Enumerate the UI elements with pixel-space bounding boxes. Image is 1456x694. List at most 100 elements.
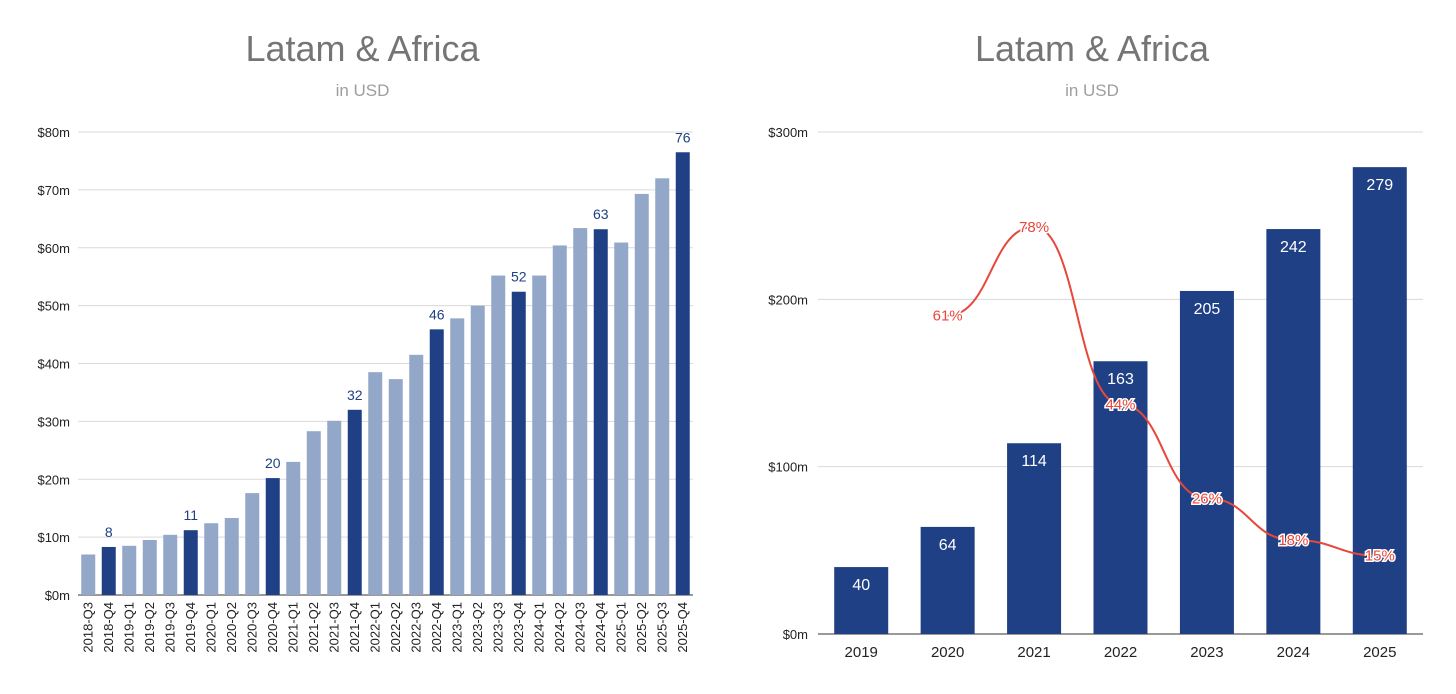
x-tick-label: 2023 xyxy=(1190,644,1223,661)
growth-label: 15% xyxy=(1365,548,1395,565)
data-label: 40 xyxy=(852,577,870,594)
x-tick-label: 2020 xyxy=(931,644,964,661)
x-tick-label: 2019-Q4 xyxy=(183,602,198,653)
x-tick-label: 2023-Q1 xyxy=(449,602,464,653)
y-tick-label: $10m xyxy=(37,530,70,545)
left-quarterly-bar-chart: $0m $10m $20m $30m $40m $50m $60m $70m $80m 2018-… xyxy=(37,125,693,653)
data-label: 11 xyxy=(183,507,198,523)
data-label: 205 xyxy=(1194,301,1221,318)
right-chart-subtitle: in USD xyxy=(1065,81,1119,100)
right-annual-bar-line-chart: $0m $100m $200m $300m 40 2019 64 2020 114 2021 163… xyxy=(768,125,1423,661)
x-tick-label: 2021-Q3 xyxy=(326,602,341,653)
bar xyxy=(142,540,157,595)
bar xyxy=(573,228,588,595)
data-label: 163 xyxy=(1107,371,1134,388)
data-label: 46 xyxy=(429,306,445,322)
bar xyxy=(347,409,362,595)
x-tick-label: 2019-Q2 xyxy=(142,602,157,653)
x-tick-label: 2024-Q3 xyxy=(572,602,587,653)
x-tick-label: 2025-Q4 xyxy=(675,602,690,653)
x-tick-label: 2019-Q3 xyxy=(162,602,177,653)
x-tick-label: 2021-Q2 xyxy=(306,602,321,653)
x-tick-label: 2019 xyxy=(845,644,878,661)
bar xyxy=(511,291,526,595)
x-tick-label: 2022-Q4 xyxy=(429,602,444,653)
bar xyxy=(368,372,383,595)
x-tick-label: 2023-Q2 xyxy=(470,602,485,653)
bar xyxy=(1007,443,1062,634)
x-tick-label: 2021-Q4 xyxy=(347,602,362,653)
bar xyxy=(1266,229,1321,634)
x-tick-label: 2025 xyxy=(1363,644,1396,661)
data-label: 63 xyxy=(593,206,609,222)
y-tick-label: $80m xyxy=(37,125,70,140)
growth-line xyxy=(947,225,1380,557)
x-tick-label: 2018-Q3 xyxy=(80,602,95,653)
bar xyxy=(834,567,889,634)
data-label: 76 xyxy=(675,129,691,145)
x-tick-label: 2024-Q4 xyxy=(593,602,608,653)
x-tick-label: 2020-Q2 xyxy=(224,602,239,653)
y-tick-label: $0m xyxy=(45,588,70,603)
data-label: 20 xyxy=(265,455,281,471)
y-tick-label: $100m xyxy=(768,460,808,475)
y-tick-label: $20m xyxy=(37,472,70,487)
bar xyxy=(388,379,403,595)
bar xyxy=(634,193,649,595)
x-tick-label: 2020-Q1 xyxy=(203,602,218,653)
x-tick-label: 2023-Q3 xyxy=(490,602,505,653)
x-tick-label: 2022-Q3 xyxy=(408,602,423,653)
bar xyxy=(655,178,670,596)
data-label: 242 xyxy=(1280,239,1307,256)
x-tick-label: 2021-Q1 xyxy=(285,602,300,653)
bar xyxy=(265,478,280,595)
y-tick-label: $0m xyxy=(783,627,808,642)
bar xyxy=(409,354,424,595)
x-tick-label: 2023-Q4 xyxy=(511,602,526,653)
x-tick-label: 2018-Q4 xyxy=(101,602,116,653)
growth-label: 18% xyxy=(1278,532,1308,549)
data-label: 8 xyxy=(105,524,113,540)
data-label: 52 xyxy=(511,269,527,285)
y-tick-label: $30m xyxy=(37,414,70,429)
bar xyxy=(920,526,975,634)
bar xyxy=(1179,290,1234,634)
bar xyxy=(306,431,321,595)
right-chart-title: Latam & Africa xyxy=(974,28,1210,69)
x-tick-label: 2021 xyxy=(1017,644,1050,661)
y-tick-label: $60m xyxy=(37,241,70,256)
x-tick-label: 2019-Q1 xyxy=(121,602,136,653)
bar xyxy=(245,493,260,595)
x-tick-label: 2025-Q1 xyxy=(613,602,628,653)
bar xyxy=(183,530,198,595)
bar xyxy=(204,523,219,595)
bar xyxy=(675,152,690,595)
growth-label: 26% xyxy=(1192,490,1222,507)
y-tick-label: $70m xyxy=(37,183,70,198)
data-label: 32 xyxy=(347,387,363,403)
bar xyxy=(491,275,506,595)
bar xyxy=(163,534,178,595)
bar xyxy=(614,242,629,595)
bar xyxy=(327,420,342,595)
x-tick-label: 2022-Q2 xyxy=(388,602,403,653)
bar xyxy=(122,545,137,595)
growth-label: 61% xyxy=(933,308,963,325)
x-tick-label: 2025-Q3 xyxy=(654,602,669,653)
bar xyxy=(101,546,116,595)
x-tick-label: 2022 xyxy=(1104,644,1137,661)
x-tick-label: 2024-Q2 xyxy=(552,602,567,653)
bar xyxy=(81,554,96,595)
growth-label: 78% xyxy=(1019,219,1049,236)
bar xyxy=(593,229,608,596)
data-label: 279 xyxy=(1366,177,1393,194)
x-tick-label: 2020-Q4 xyxy=(265,602,280,653)
left-chart-subtitle: in USD xyxy=(335,81,390,100)
x-tick-label: 2022-Q1 xyxy=(367,602,382,653)
data-label: 114 xyxy=(1021,453,1047,470)
x-tick-label: 2020-Q3 xyxy=(244,602,259,653)
bar xyxy=(470,305,485,595)
left-chart-title: Latam & Africa xyxy=(245,28,480,69)
x-tick-label: 2025-Q2 xyxy=(634,602,649,653)
